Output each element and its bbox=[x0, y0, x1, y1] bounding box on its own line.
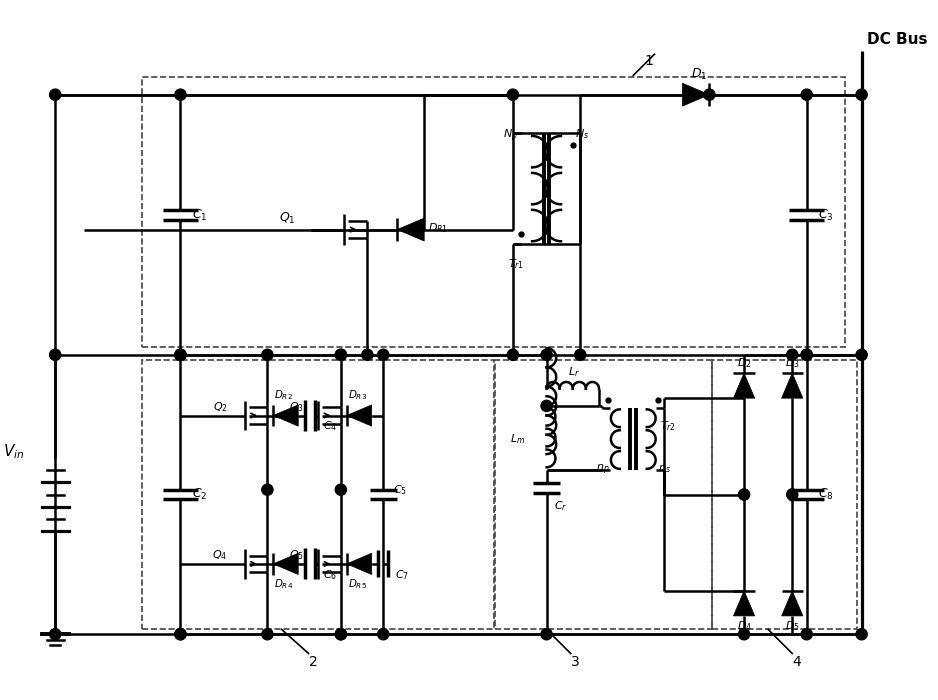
Polygon shape bbox=[781, 591, 803, 616]
Polygon shape bbox=[734, 373, 755, 398]
Circle shape bbox=[335, 629, 346, 640]
Circle shape bbox=[787, 489, 798, 500]
Circle shape bbox=[335, 349, 346, 360]
Text: $D_{R1}$: $D_{R1}$ bbox=[428, 220, 448, 234]
Polygon shape bbox=[347, 553, 371, 575]
Text: $C_6$: $C_6$ bbox=[324, 568, 338, 582]
Text: $D_5$: $D_5$ bbox=[785, 619, 800, 633]
Circle shape bbox=[801, 629, 812, 640]
Polygon shape bbox=[273, 553, 298, 575]
Text: $L_m$: $L_m$ bbox=[510, 432, 525, 446]
Polygon shape bbox=[683, 83, 709, 106]
Text: $D_{R4}$: $D_{R4}$ bbox=[274, 578, 294, 592]
Circle shape bbox=[738, 489, 749, 500]
Circle shape bbox=[507, 89, 519, 100]
Circle shape bbox=[856, 629, 868, 640]
Text: $D_{R2}$: $D_{R2}$ bbox=[274, 389, 294, 402]
Circle shape bbox=[262, 484, 273, 496]
Circle shape bbox=[575, 349, 586, 360]
Text: 2: 2 bbox=[309, 655, 317, 669]
Circle shape bbox=[801, 349, 812, 360]
Text: $N_s$: $N_s$ bbox=[575, 127, 589, 141]
Circle shape bbox=[262, 629, 273, 640]
Text: $L_r$: $L_r$ bbox=[567, 365, 580, 379]
Circle shape bbox=[541, 629, 552, 640]
Text: $C_4$: $C_4$ bbox=[324, 419, 338, 433]
Text: 4: 4 bbox=[793, 655, 801, 669]
Circle shape bbox=[801, 349, 812, 360]
Text: $T_{r2}$: $T_{r2}$ bbox=[660, 419, 676, 433]
Circle shape bbox=[335, 629, 346, 640]
Circle shape bbox=[787, 349, 798, 360]
Text: $N_p$: $N_p$ bbox=[504, 127, 519, 144]
Text: DC Bus: DC Bus bbox=[868, 32, 928, 46]
Text: 1: 1 bbox=[644, 54, 654, 68]
Polygon shape bbox=[273, 405, 298, 426]
Circle shape bbox=[174, 629, 186, 640]
Circle shape bbox=[50, 89, 61, 100]
Circle shape bbox=[856, 349, 868, 360]
Circle shape bbox=[378, 349, 389, 360]
Text: $C_5$: $C_5$ bbox=[393, 483, 407, 496]
Text: $V_{in}$: $V_{in}$ bbox=[3, 442, 24, 461]
Circle shape bbox=[174, 349, 186, 360]
Text: $Q_3$: $Q_3$ bbox=[289, 400, 304, 414]
Circle shape bbox=[362, 349, 373, 360]
Text: $n_p$: $n_p$ bbox=[596, 463, 610, 477]
Circle shape bbox=[174, 349, 186, 360]
Circle shape bbox=[378, 629, 389, 640]
Text: $C_r$: $C_r$ bbox=[554, 499, 567, 513]
Polygon shape bbox=[397, 218, 424, 241]
Circle shape bbox=[335, 484, 346, 496]
Circle shape bbox=[50, 629, 61, 640]
Text: $D_3$: $D_3$ bbox=[785, 356, 800, 370]
Text: $Q_4$: $Q_4$ bbox=[212, 548, 228, 562]
Text: $C_3$: $C_3$ bbox=[818, 208, 834, 223]
Text: $Q_5$: $Q_5$ bbox=[289, 548, 304, 562]
Text: $D_{R5}$: $D_{R5}$ bbox=[348, 578, 367, 592]
Text: $n_s$: $n_s$ bbox=[658, 463, 671, 475]
Polygon shape bbox=[347, 405, 371, 426]
Text: $D_1$: $D_1$ bbox=[691, 67, 707, 82]
Polygon shape bbox=[734, 591, 755, 616]
Circle shape bbox=[738, 629, 749, 640]
Text: $D_4$: $D_4$ bbox=[736, 619, 751, 633]
Circle shape bbox=[704, 89, 715, 100]
Circle shape bbox=[50, 349, 61, 360]
Text: 3: 3 bbox=[570, 655, 580, 669]
Text: $D_2$: $D_2$ bbox=[736, 356, 751, 370]
Circle shape bbox=[262, 349, 273, 360]
Circle shape bbox=[856, 89, 868, 100]
Text: $C_2$: $C_2$ bbox=[192, 487, 207, 502]
Circle shape bbox=[541, 349, 552, 360]
Text: $C_7$: $C_7$ bbox=[395, 568, 409, 582]
Polygon shape bbox=[781, 373, 803, 398]
Circle shape bbox=[335, 349, 346, 360]
Text: $C_8$: $C_8$ bbox=[818, 487, 834, 502]
Circle shape bbox=[174, 349, 186, 360]
Text: $D_{R3}$: $D_{R3}$ bbox=[348, 389, 367, 402]
Circle shape bbox=[541, 400, 552, 412]
Circle shape bbox=[174, 89, 186, 100]
Text: $Q_1$: $Q_1$ bbox=[280, 211, 296, 225]
Text: $T_{r1}$: $T_{r1}$ bbox=[508, 258, 524, 272]
Circle shape bbox=[174, 629, 186, 640]
Circle shape bbox=[507, 349, 519, 360]
Circle shape bbox=[801, 89, 812, 100]
Text: $C_1$: $C_1$ bbox=[192, 208, 207, 223]
Text: $Q_2$: $Q_2$ bbox=[213, 400, 228, 414]
